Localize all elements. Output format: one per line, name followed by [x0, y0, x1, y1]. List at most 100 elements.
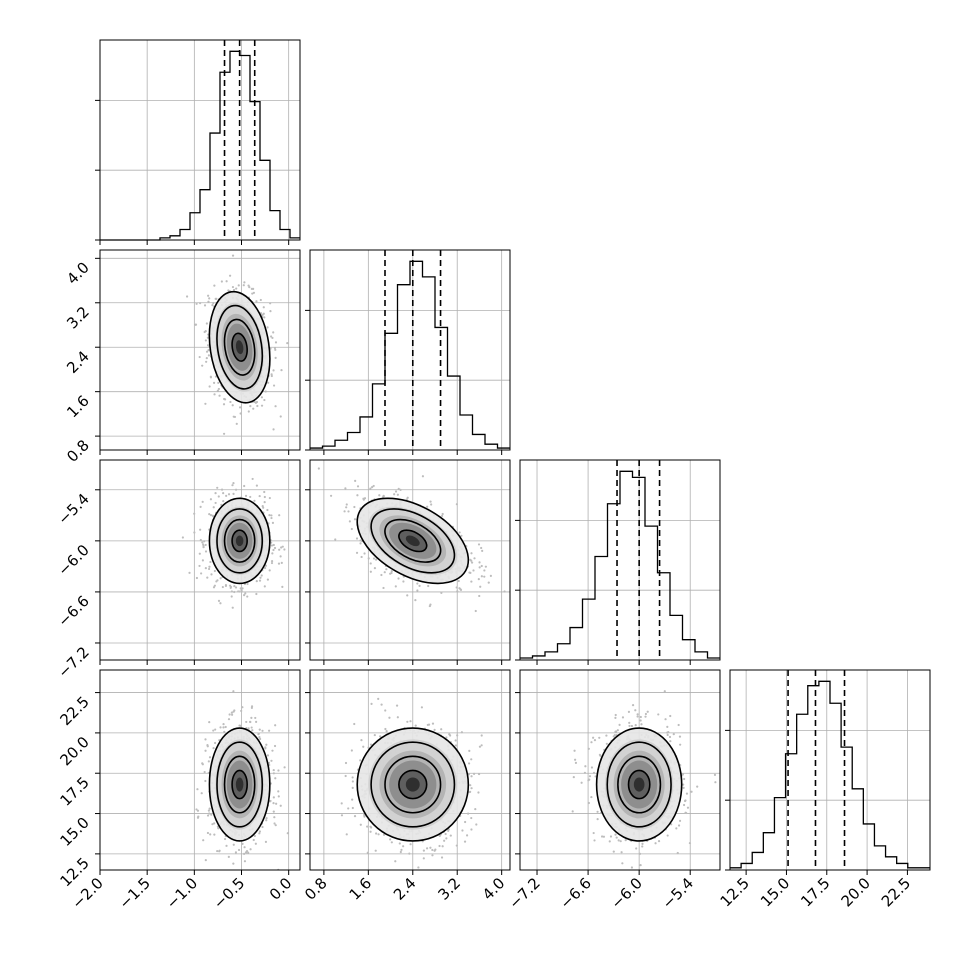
sample-point [408, 852, 411, 855]
sample-point [231, 484, 234, 487]
sample-point [345, 833, 348, 836]
sample-point [213, 584, 216, 587]
sample-point [344, 761, 348, 765]
sample-point [240, 709, 243, 713]
sample-point [193, 512, 196, 515]
contour-level-1 [356, 727, 470, 842]
sample-point [472, 772, 476, 775]
sample-point [280, 546, 283, 549]
sample-point [250, 705, 254, 708]
sample-point [344, 487, 347, 490]
sample-point [252, 407, 255, 410]
contour-level-3 [223, 518, 256, 563]
sample-point [210, 573, 213, 576]
sample-point [477, 772, 481, 776]
x-tick-label: 3.2 [434, 874, 464, 904]
sample-point [195, 302, 198, 305]
sample-point [261, 825, 264, 829]
sample-point [206, 576, 209, 579]
sample-point [206, 831, 210, 835]
sample-point [208, 297, 211, 300]
sample-point [348, 520, 351, 523]
sample-point [465, 834, 469, 837]
sample-point [219, 602, 222, 605]
sample-point [420, 706, 424, 709]
sample-point [251, 477, 254, 481]
sample-point [207, 349, 210, 352]
sample-point [211, 514, 214, 517]
sample-point [261, 729, 264, 732]
sample-point [201, 762, 204, 765]
sample-point [363, 497, 367, 500]
sample-point [243, 852, 246, 855]
contour-level-4 [231, 332, 248, 362]
sample-point [273, 744, 277, 748]
sample-point [217, 599, 221, 602]
sample-point [355, 537, 359, 540]
sample-point [303, 809, 305, 811]
x-tick-label: 4.0 [479, 874, 509, 904]
sample-point [230, 452, 232, 454]
sample-point [278, 514, 281, 517]
sample-point [274, 777, 277, 780]
sample-point [477, 578, 480, 581]
sample-point [394, 490, 398, 493]
sample-point [380, 703, 383, 706]
sample-point [256, 404, 259, 408]
sample-point [469, 571, 472, 575]
sample-point [222, 492, 225, 495]
sample-point [426, 723, 429, 727]
sample-point [264, 564, 268, 567]
sample-point [406, 496, 409, 499]
sample-point [270, 559, 274, 563]
panel-frame [519, 459, 721, 661]
sample-point [243, 846, 246, 849]
sample-point [203, 304, 207, 307]
sample-point [353, 518, 357, 521]
sample-point [270, 544, 274, 547]
sample-point [221, 585, 224, 589]
sample-point [231, 254, 235, 257]
sample-point [483, 575, 486, 578]
panel-content [100, 250, 300, 454]
sample-point [406, 594, 409, 597]
sample-point [271, 521, 275, 524]
sample-point [370, 702, 373, 705]
sample-point [460, 731, 463, 734]
sample-point [232, 415, 235, 418]
x-tick-label: −0.5 [210, 874, 248, 912]
sample-point [265, 817, 268, 820]
sample-point [204, 402, 207, 405]
sample-point [255, 720, 258, 723]
sample-point [188, 571, 191, 574]
sample-point [431, 722, 435, 725]
x-tick-label: 0.0 [266, 874, 296, 904]
contour-level-3 [223, 755, 256, 814]
sample-point [440, 591, 443, 594]
y-tick-label: 17.5 [56, 773, 92, 809]
sample-point [251, 729, 254, 732]
contour-level-4 [398, 529, 428, 553]
sample-point [369, 743, 373, 746]
sample-point [202, 839, 205, 842]
sample-point [258, 736, 261, 739]
histogram-step [100, 50, 300, 241]
sample-point [200, 572, 203, 575]
sample-point [470, 552, 473, 555]
scatter-panel-3-4: −7.2 −6.6 −6.0 −5.4 [505, 669, 721, 913]
sample-point [214, 741, 217, 745]
sample-point [363, 815, 366, 818]
panel-frame [99, 669, 301, 871]
contour-level-1 [208, 727, 271, 842]
sample-point [377, 697, 380, 700]
sample-point [208, 513, 211, 516]
sample-point [400, 848, 403, 851]
sample-point [225, 494, 228, 497]
sample-point [272, 369, 275, 372]
sample-point [222, 722, 225, 726]
sample-point [242, 594, 246, 597]
sample-point [232, 843, 235, 846]
sample-point [464, 820, 467, 824]
sample-point [470, 787, 473, 790]
